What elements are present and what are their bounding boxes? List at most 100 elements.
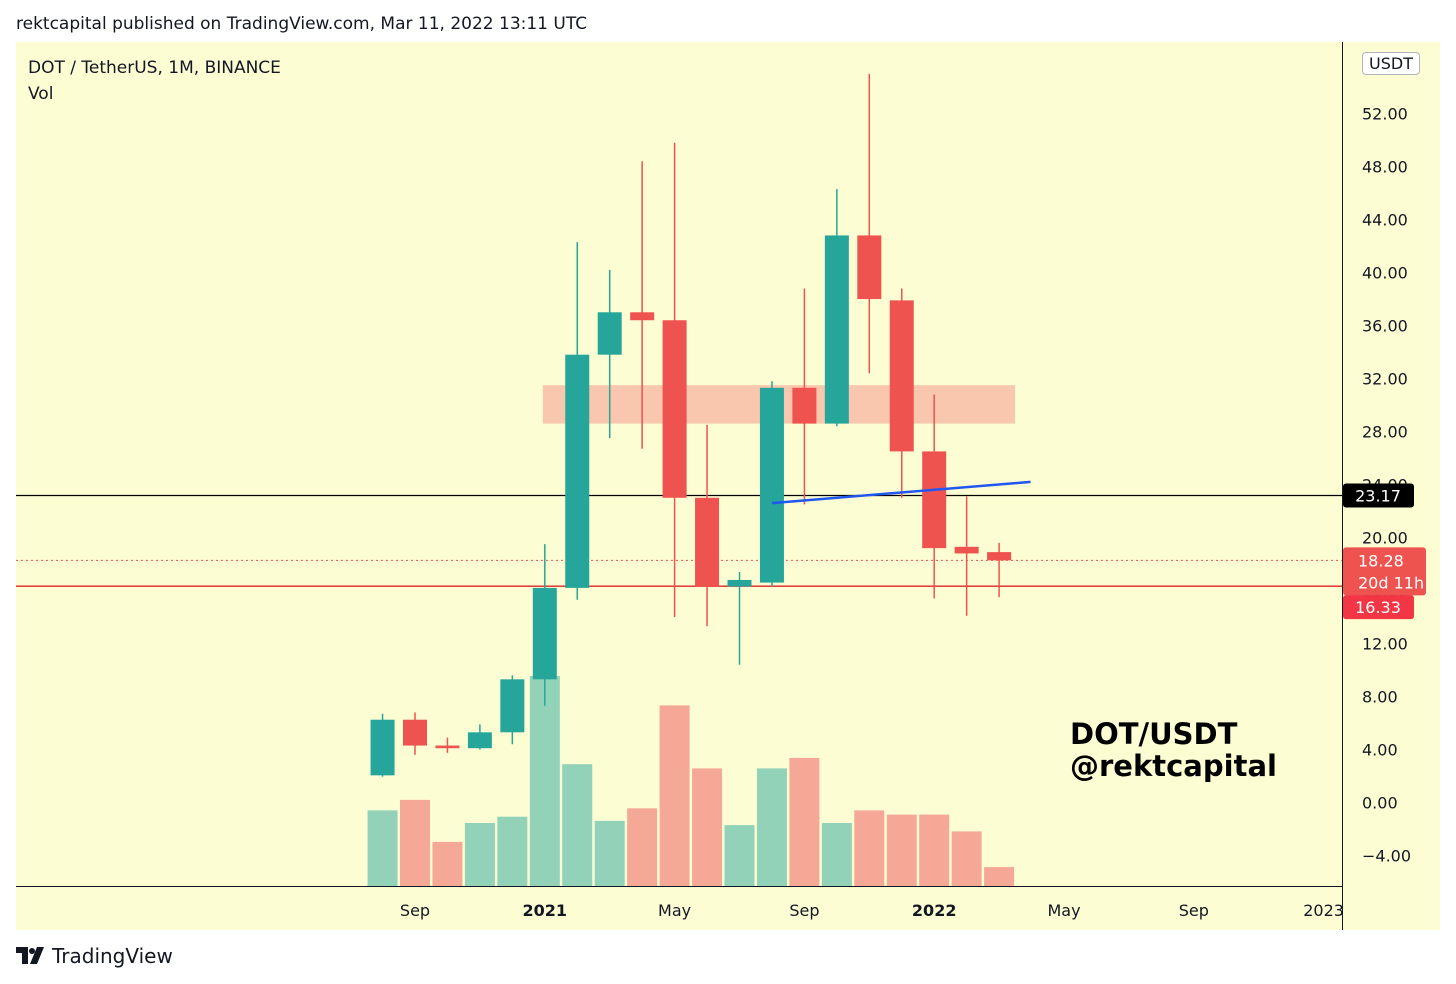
candle[interactable] [532, 544, 557, 706]
candle-body [500, 679, 525, 733]
candle[interactable] [662, 142, 687, 618]
volume-bar[interactable] [562, 764, 593, 886]
tradingview-logo[interactable]: TradingView [16, 944, 173, 968]
y-tick-label: 20.00 [1362, 529, 1408, 548]
candle[interactable] [824, 189, 849, 427]
candle-body [695, 497, 720, 587]
y-tick-label: 52.00 [1362, 105, 1408, 124]
candle[interactable] [954, 496, 979, 616]
candle[interactable] [403, 712, 427, 755]
y-tick-label: 48.00 [1362, 158, 1408, 177]
x-tick-label: Sep [400, 901, 430, 920]
watermark-pair: DOT/USDT [1070, 717, 1238, 751]
countdown-text: 20d 11h [1358, 573, 1424, 592]
x-tick-label: 2021 [523, 901, 568, 920]
volume-bar[interactable] [886, 814, 917, 886]
candle[interactable] [759, 381, 784, 587]
volume-bar[interactable] [594, 820, 625, 886]
y-tick-label: 8.00 [1362, 688, 1398, 707]
volume-bar[interactable] [919, 814, 950, 886]
candle-body [987, 552, 1012, 561]
level-price-text: 23.17 [1355, 487, 1401, 506]
candle-body [435, 745, 460, 749]
volume-bar[interactable] [659, 705, 690, 886]
candle-body [597, 312, 622, 355]
candle[interactable] [435, 737, 460, 753]
tradingview-logo-icon [16, 947, 44, 964]
volume-bar[interactable] [789, 757, 820, 886]
candle[interactable] [565, 242, 590, 600]
candle-body [889, 300, 914, 452]
volume-bar[interactable] [400, 799, 430, 886]
y-tick-label: 0.00 [1362, 794, 1398, 813]
trendline[interactable] [771, 480, 1031, 505]
candle-body [759, 387, 784, 583]
last-price-tag[interactable] [1343, 547, 1426, 596]
candle[interactable] [922, 394, 947, 599]
watermark-author: @rektcapital [1070, 749, 1277, 783]
currency-badge[interactable]: USDT [1362, 52, 1420, 75]
x-tick-label: Sep [1179, 901, 1209, 920]
candle-body [532, 587, 557, 680]
candle-body [630, 312, 655, 321]
candle[interactable] [630, 161, 655, 449]
y-tick-label: 36.00 [1362, 317, 1408, 336]
publish-header: rektcapital published on TradingView.com… [16, 14, 588, 34]
support-price-tag[interactable] [1343, 595, 1414, 620]
volume-bar[interactable] [692, 768, 723, 886]
candle[interactable] [792, 288, 817, 505]
y-tick-label: 28.00 [1362, 423, 1408, 442]
candle[interactable] [695, 424, 720, 627]
y-tick-label: 40.00 [1362, 264, 1408, 283]
volume-bar[interactable] [756, 768, 787, 886]
volume-bar[interactable] [984, 867, 1015, 886]
candle[interactable] [467, 724, 492, 750]
candle-body [370, 719, 395, 776]
y-tick-label: 44.00 [1362, 211, 1408, 230]
x-tick-label: May [1047, 901, 1080, 920]
candle[interactable] [597, 269, 622, 439]
chart-legend-symbol[interactable]: DOT / TetherUS, 1M, BINANCE [28, 58, 281, 78]
volume-bar[interactable] [627, 808, 658, 886]
chart-watermark: DOT/USDT @rektcapital [1070, 718, 1277, 782]
candle-body [403, 719, 427, 746]
candle[interactable] [987, 542, 1012, 598]
candle-body [857, 235, 882, 300]
level-price-tag[interactable] [1343, 483, 1414, 508]
x-tick-label: 2022 [912, 901, 957, 920]
x-tick-label: 2023 [1303, 901, 1344, 920]
volume-bar[interactable] [367, 810, 398, 886]
candle[interactable] [727, 571, 752, 665]
volume-bar[interactable] [724, 825, 755, 886]
candle-body [824, 235, 849, 424]
time-axis-area [16, 886, 1342, 930]
candle-body [565, 354, 590, 588]
last-price-text: 18.28 [1358, 551, 1404, 570]
candlestick-chart[interactable]: −4.000.004.008.0012.0016.0020.0024.0028.… [16, 42, 1440, 930]
chart-panel[interactable]: −4.000.004.008.0012.0016.0020.0024.0028.… [16, 42, 1440, 930]
candle-body [467, 732, 492, 749]
candle[interactable] [889, 288, 914, 498]
candle[interactable] [500, 675, 525, 745]
volume-bar[interactable] [432, 841, 463, 886]
candle[interactable] [857, 73, 882, 374]
candle-body [727, 579, 752, 587]
volume-bar[interactable] [854, 810, 885, 886]
x-tick-label: May [658, 901, 691, 920]
candle-body [662, 320, 687, 498]
volume-bar[interactable] [821, 823, 852, 886]
chart-legend-volume[interactable]: Vol [28, 84, 54, 104]
support-price-text: 16.33 [1355, 598, 1401, 617]
y-tick-label: 12.00 [1362, 635, 1408, 654]
tradingview-logo-text: TradingView [52, 944, 173, 968]
volume-bar[interactable] [497, 816, 528, 886]
volume-bar[interactable] [951, 831, 982, 886]
candle-body [954, 546, 979, 554]
y-tick-label: 32.00 [1362, 370, 1408, 389]
candle-body [922, 451, 947, 549]
volume-bar[interactable] [529, 676, 560, 886]
y-tick-label: 4.00 [1362, 741, 1398, 760]
candle[interactable] [370, 713, 395, 777]
candle-body [792, 387, 817, 424]
volume-bar[interactable] [464, 823, 495, 886]
